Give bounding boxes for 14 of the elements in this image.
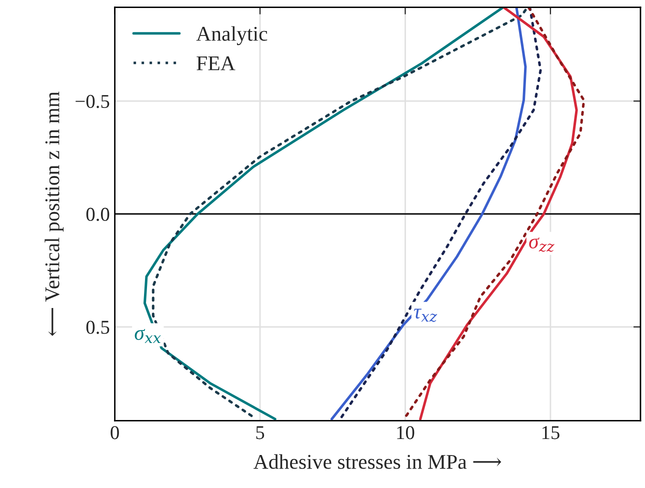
y-tick-label: −0.5 bbox=[76, 94, 110, 108]
x-tick-label: 15 bbox=[542, 426, 560, 440]
x-tick-label: 10 bbox=[397, 426, 414, 440]
annotation: σ$_{xx}$ bbox=[134, 329, 161, 343]
x-axis-title: Adhesive stresses in MPa ⟶ bbox=[254, 454, 502, 469]
legend-label: Analytic bbox=[196, 26, 268, 46]
x-tick-label: 5 bbox=[256, 426, 264, 440]
x-tick-label: 0 bbox=[110, 426, 119, 440]
y-tick-label: 0.0 bbox=[86, 208, 110, 222]
legend-label: FEA bbox=[196, 56, 236, 70]
annotation: σ$_{zz}$ bbox=[529, 238, 554, 252]
y-axis-title: ⟵ Vertical position z in mm bbox=[44, 92, 64, 336]
y-tick-label: 0.5 bbox=[86, 320, 110, 334]
annotation: τ$_{xz}$ bbox=[414, 308, 438, 322]
